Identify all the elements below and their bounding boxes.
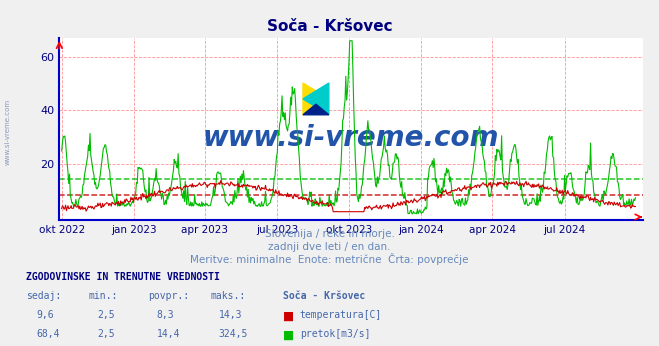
Text: min.:: min.: [89,291,119,301]
Text: Soča - Kršovec: Soča - Kršovec [267,19,392,34]
Text: Meritve: minimalne  Enote: metrične  Črta: povprečje: Meritve: minimalne Enote: metrične Črta:… [190,253,469,265]
Text: Soča - Kršovec: Soča - Kršovec [283,291,366,301]
Text: ■: ■ [283,329,295,342]
Text: povpr.:: povpr.: [148,291,189,301]
Text: 324,5: 324,5 [219,329,248,339]
Text: temperatura[C]: temperatura[C] [300,310,382,320]
Text: 2,5: 2,5 [98,329,115,339]
Text: Slovenija / reke in morje.: Slovenija / reke in morje. [264,229,395,239]
Text: 68,4: 68,4 [36,329,60,339]
Text: sedaj:: sedaj: [26,291,61,301]
Polygon shape [303,83,329,115]
Text: 14,3: 14,3 [219,310,243,320]
Text: ZGODOVINSKE IN TRENUTNE VREDNOSTI: ZGODOVINSKE IN TRENUTNE VREDNOSTI [26,272,220,282]
Text: 8,3: 8,3 [157,310,175,320]
Text: 9,6: 9,6 [36,310,54,320]
Text: www.si-vreme.com: www.si-vreme.com [203,124,499,152]
Text: 2,5: 2,5 [98,310,115,320]
Text: 14,4: 14,4 [157,329,181,339]
Text: zadnji dve leti / en dan.: zadnji dve leti / en dan. [268,242,391,252]
Text: ■: ■ [283,310,295,323]
Polygon shape [303,104,329,115]
Text: pretok[m3/s]: pretok[m3/s] [300,329,370,339]
Text: maks.:: maks.: [211,291,246,301]
Text: www.si-vreme.com: www.si-vreme.com [5,98,11,165]
Polygon shape [303,83,329,115]
